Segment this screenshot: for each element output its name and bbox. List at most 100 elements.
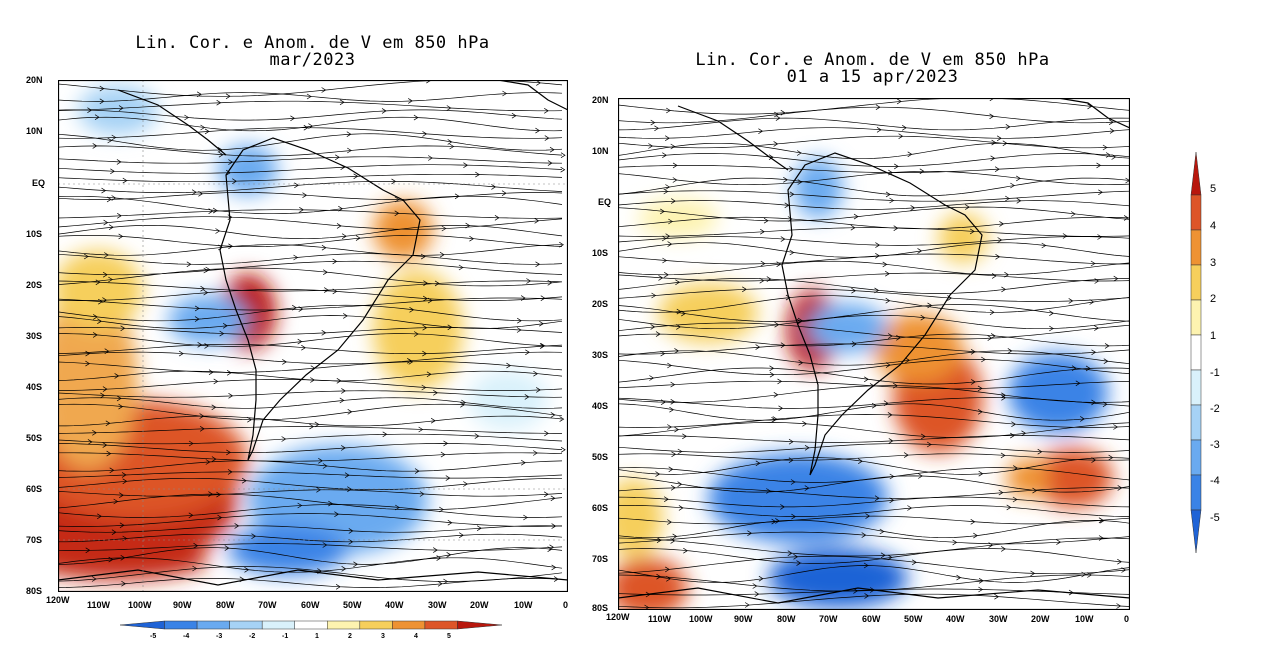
streamline [618,304,1130,322]
flow-arrow [192,565,198,572]
streamline [58,127,563,139]
lon-label: 30W [989,614,1008,624]
flow-arrow [775,518,780,524]
flow-arrow [408,98,413,104]
flow-arrow [774,321,780,328]
flow-arrow [1041,242,1047,249]
streamline [58,180,563,194]
flow-arrow [1097,234,1103,240]
flow-arrow [118,403,124,410]
flow-arrow [676,308,682,315]
flow-arrow [1001,395,1007,401]
lon-label: 10W [514,600,533,610]
streamline [58,209,563,219]
flow-arrow [650,119,656,126]
flow-arrow [116,159,122,165]
flow-arrow [334,511,340,517]
flow-arrow [382,431,388,438]
flow-arrow [347,486,352,492]
flow-arrow [306,93,312,100]
colorbar-label: 3 [381,633,385,640]
lat-label: 40S [26,382,43,392]
flow-arrow [1099,517,1105,524]
flow-arrow [103,219,109,226]
flow-arrow [1021,430,1027,437]
colorbar-swatch [196,620,230,630]
flow-arrow [990,333,996,339]
flow-arrow [1013,465,1018,471]
flow-arrow [322,542,328,548]
flow-arrow [882,261,888,268]
flow-arrow [543,491,549,498]
flow-arrow [1068,298,1074,304]
streamline [58,289,563,301]
lat-label: 70S [592,554,609,564]
flow-arrow [539,343,545,349]
flow-arrow [501,190,507,196]
flow-arrow [83,253,89,260]
flow-arrow [1087,103,1093,110]
lat-label: 80S [592,603,609,613]
flow-arrow [656,573,662,580]
flow-arrow [188,512,194,519]
flow-arrow [121,580,127,587]
flow-arrow [109,467,115,474]
flow-arrow [780,236,786,242]
lat-label: 50S [592,452,609,462]
flow-arrow [446,552,452,558]
flow-arrow [670,381,676,388]
flow-arrow [422,131,428,137]
flow-arrow [888,438,894,444]
flow-arrow [1089,299,1095,305]
flow-arrow [211,456,217,462]
streamline [58,452,563,462]
flow-arrow [216,491,222,498]
anomaly-blob [793,158,843,218]
colorbar-swatch [1190,151,1202,196]
anomaly-blob [373,200,433,260]
colorbar-swatch [261,620,295,630]
flow-arrow [469,235,475,242]
flow-arrow [323,269,328,275]
colorbar-swatch [359,620,393,630]
flow-arrow [219,330,225,337]
flow-arrow [310,377,315,383]
flow-arrow [655,471,661,477]
lon-label: 90W [173,600,192,610]
flow-arrow [662,152,667,158]
flow-arrow [549,146,555,153]
horizontal-colorbar [119,620,503,630]
flow-arrow [341,566,347,572]
flow-arrow [290,115,296,122]
flow-arrow [927,302,933,309]
flow-arrow [87,439,93,445]
streamline [58,513,563,527]
flow-arrow [893,382,898,389]
flow-arrow [649,375,655,381]
flow-arrow [666,107,671,114]
anomaly-blob [1008,353,1108,433]
streamline [58,426,562,434]
flow-arrow [648,143,654,149]
flow-arrow [205,266,211,273]
flow-arrow [1010,432,1015,439]
flow-arrow [108,556,114,563]
anomaly-blob [58,250,143,330]
flow-arrow [889,197,895,204]
flow-arrow [668,218,673,225]
flow-arrow [213,378,219,385]
flow-arrow [335,584,341,590]
flow-arrow [391,178,397,185]
flow-arrow [458,264,464,271]
flow-arrow [533,370,539,377]
flow-arrow [348,528,354,534]
flow-arrow [200,285,206,292]
flow-arrow [910,205,916,211]
flow-arrow [926,441,932,448]
flow-arrow [994,166,1000,172]
flow-arrow [787,550,793,556]
flow-arrow [346,131,352,137]
flow-arrow [677,481,683,487]
flow-arrow [409,307,415,313]
flow-arrow [535,127,541,134]
